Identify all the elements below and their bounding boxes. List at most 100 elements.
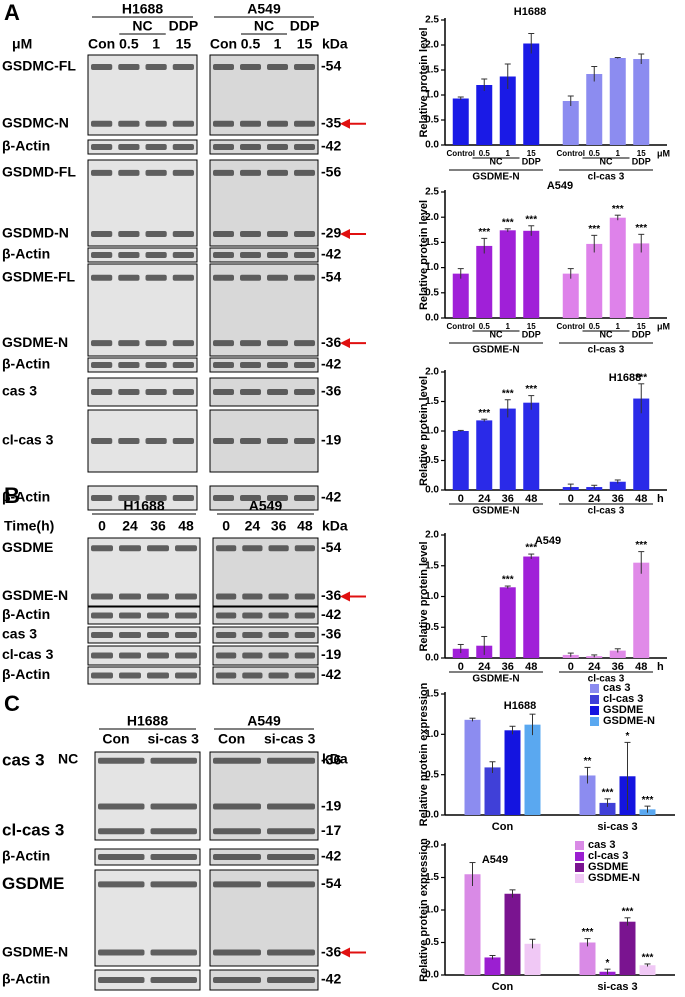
group-label: GSDME-N [472,345,519,356]
band [91,64,113,70]
panel-letter: C [4,691,20,716]
band [294,652,315,659]
x-tick-label: 24 [478,493,491,505]
significance: *** [525,543,537,554]
legend-swatch [590,684,599,693]
cell-line: H1688 [122,1,163,17]
band [91,438,113,444]
kda-marker: -42 [321,666,341,682]
band [91,144,113,150]
row-label: GSDMC-FL [2,58,76,74]
lane-label: 48 [178,518,194,534]
row-label: GSDMC-N [2,115,69,131]
significance: *** [642,795,654,806]
x-unit: h [657,661,664,673]
band [268,612,289,619]
significance: *** [635,540,647,551]
band [267,854,315,860]
x-sublabel: DDP [632,329,651,339]
kda-marker: -54 [321,539,341,555]
band [294,144,315,150]
group-label: cl-cas 3 [588,506,625,517]
band [91,545,113,552]
band [118,274,140,281]
band [91,495,113,501]
band [213,803,261,810]
kda-label: kDa [322,751,348,767]
band [118,120,140,127]
bar [633,243,650,318]
x-tick-label: 24 [588,493,601,505]
band [242,632,263,638]
band [172,230,194,237]
lane-label: 36 [271,518,287,534]
y-tick-label: 1.5 [425,396,439,407]
band [175,593,197,600]
bar [523,402,540,490]
lane-unit: Time(h) [4,518,54,534]
bar [452,273,469,318]
band [213,854,261,860]
x-tick-label: 15 [527,322,536,331]
lane-label: Con [102,731,129,747]
band [294,389,315,395]
band [118,252,140,258]
blot-box [94,751,201,841]
blot-box [209,969,319,991]
significance: *** [612,204,624,215]
band [213,230,234,237]
bar [464,874,481,975]
significance: *** [525,384,537,395]
kda-marker: -36 [321,334,341,350]
band [267,252,288,258]
lane-group: NC [132,18,152,34]
blot-box [209,848,319,866]
bar [504,893,521,975]
y-tick-label: 0.5 [425,937,439,948]
arrow-head [340,591,350,602]
y-tick-label: 0.5 [425,455,439,466]
band [267,977,315,983]
lane-label: 24 [245,518,261,534]
row-label: β-Actin [2,489,50,505]
band [294,545,315,552]
blot-box [212,666,319,685]
band [294,252,315,258]
band [91,593,113,600]
band [172,340,194,347]
x-tick-label: si-cas 3 [597,981,637,993]
arrow-head [340,118,350,129]
bar [579,775,596,815]
blot-box [87,666,201,685]
band [240,495,261,501]
x-unit: μM [657,321,670,331]
x-tick-label: 0 [568,493,574,505]
kda-marker: -36 [321,752,341,768]
band [118,230,140,237]
bar [586,74,603,145]
y-axis-label: Relative protein expression [418,838,430,982]
band [267,757,315,764]
lane-unit: μM [12,36,32,52]
lane-label: si-cas 3 [148,731,200,747]
significance: *** [478,408,490,419]
band [240,120,261,127]
row-label: GSDME [2,874,64,893]
band [147,652,169,659]
band [213,274,234,281]
blot-box [87,247,198,263]
band [213,438,234,444]
kda-label: kDa [322,36,348,52]
x-tick-label: 48 [525,661,537,673]
band [294,230,315,237]
band [213,881,261,888]
band [172,274,194,281]
band [242,672,263,679]
kda-marker: -36 [321,383,341,399]
x-tick-label: si-cas 3 [597,821,637,833]
legend-swatch [590,695,599,704]
band [216,672,237,679]
bar [633,398,650,490]
band [267,120,288,127]
lane-label: Con [210,36,237,52]
